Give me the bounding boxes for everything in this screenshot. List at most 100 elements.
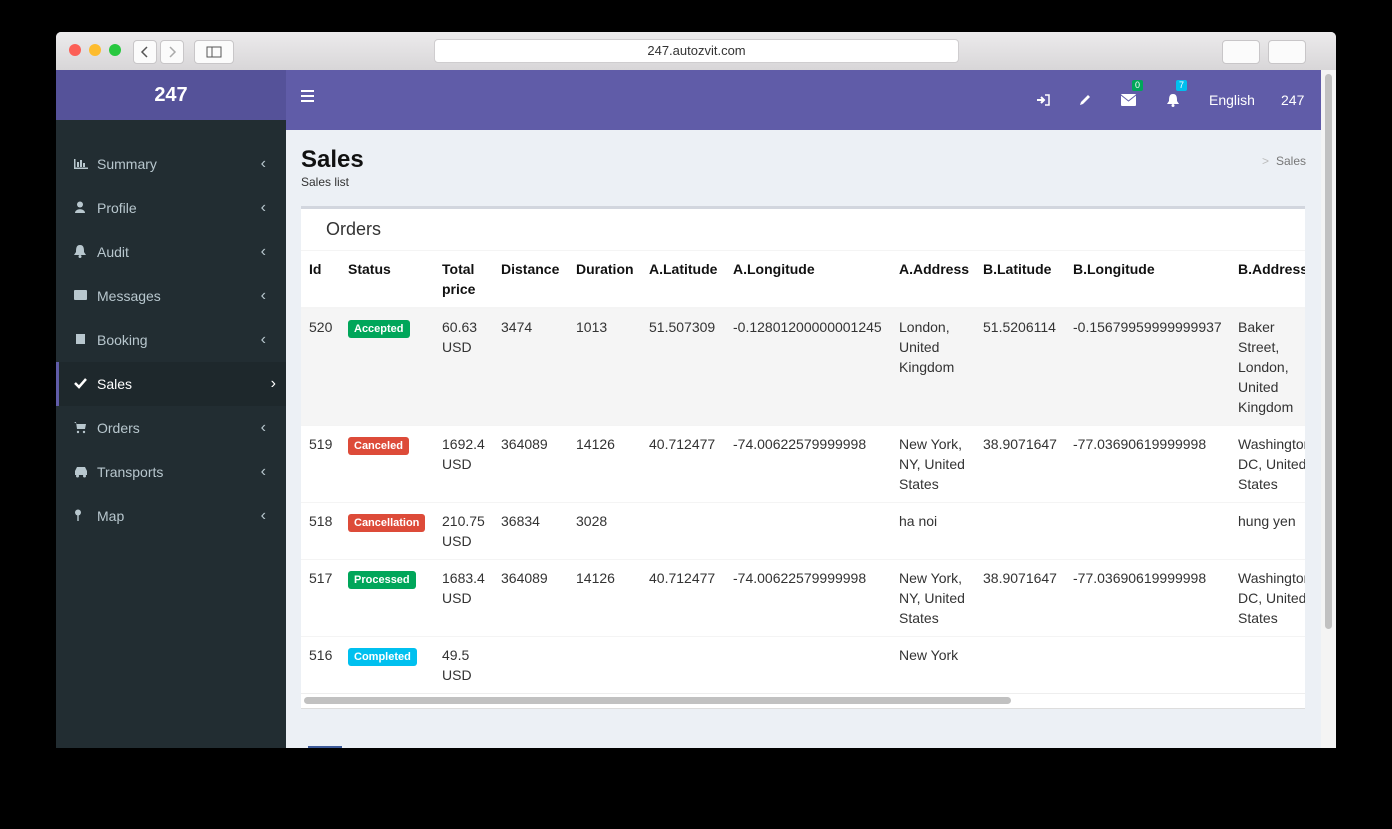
menu-item[interactable]: Transports ‹ [56,450,286,494]
empty-cell [1065,502,1230,560]
language-menu[interactable]: English [1209,92,1255,108]
menu-label: Summary [97,156,157,172]
menu-label: Audit [97,244,129,260]
cell: -77.03690619999998 [1065,425,1230,503]
menu-chevron: ‹ [260,287,266,304]
header-row: Id Status Total price Distance Duration A.Lat… [301,251,1305,309]
menu-label: Sales [97,376,133,392]
cell: 1692.4 USD [434,425,493,503]
cell: 51.507309 [641,307,725,426]
page-subtitle: Sales list [301,175,350,189]
menu-icon [74,290,87,300]
breadcrumb[interactable]: Sales [1276,154,1307,168]
menu-label: Profile [97,200,137,216]
column-header: A.Longitude [725,251,891,309]
cell: 38.9071647 [975,559,1065,637]
cell: -77.03690619999998 [1065,559,1230,637]
mail-icon[interactable] [1121,94,1136,106]
cell: 38.9071647 [975,425,1065,503]
zoom-button[interactable] [109,44,121,56]
menu-item[interactable]: Audit ‹ [56,230,286,274]
back-button[interactable] [133,40,157,64]
menu-chevron: › [270,375,276,392]
menu-chevron: ‹ [260,199,266,216]
mail-badge: 0 [1132,80,1144,91]
forward-icon [169,46,177,58]
order-row[interactable]: 517 Processed 1683.4 USD 364089 14126 40.7124… [301,559,1305,637]
order-row[interactable]: 518 Cancellation 210.75 USD 36834 3028 ha noi… [301,502,1305,560]
menu-label: Map [97,508,125,524]
empty-cell [493,636,568,693]
edit-icon[interactable] [1078,93,1092,107]
status-badge: Completed [348,648,417,666]
back-icon [140,46,148,58]
minimize-button[interactable] [89,44,101,56]
pagination[interactable] [308,746,342,748]
cell: 1013 [568,307,641,426]
empty-cell [641,502,725,560]
forward-button[interactable] [160,40,184,64]
menu-chevron: ‹ [260,331,266,348]
brand[interactable]: 247 [56,70,286,120]
user-menu[interactable]: 247 [1281,92,1305,108]
menu-chevron: ‹ [260,155,266,172]
cell: 364089 [493,559,568,637]
cell: Washington, DC, United States [1230,559,1305,637]
menu-label: Transports [97,464,164,480]
menu-icon [74,422,86,434]
sidebar-icon [206,46,222,58]
vertical-scrollbar[interactable] [1321,70,1336,748]
menu-item[interactable]: Summary ‹ [56,142,286,186]
tabs-button[interactable] [1268,40,1306,64]
address-bar[interactable]: 247.autozvit.com [434,39,959,63]
menu-item[interactable]: Orders ‹ [56,406,286,450]
orders-table: Id Status Total price Distance Duration A.Lat… [301,251,1305,693]
notification-icon[interactable] [1166,93,1180,107]
order-row[interactable]: 516 Completed 49.5 USD New York [301,636,1305,693]
page-title: Sales [301,146,364,173]
order-row[interactable]: 519 Canceled 1692.4 USD 364089 14126 40.71247… [301,425,1305,503]
top-bar: 0 7 English 247 [286,70,1321,130]
sidebar-button[interactable] [194,40,234,64]
cell: hung yen [1230,502,1305,560]
order-row[interactable]: 520 Accepted 60.63 USD 3474 1013 51.507309 -0.… [301,307,1305,426]
cell: Baker Street, London, United Kingdom [1230,307,1305,426]
cell: 518 [301,502,340,560]
column-header: Status [340,251,434,309]
menu-item[interactable]: Messages ‹ [56,274,286,318]
cell: ha noi [891,502,975,560]
empty-cell [975,502,1065,560]
column-header: A.Address [891,251,975,309]
sign-in-icon[interactable] [1036,94,1050,106]
close-button[interactable] [69,44,81,56]
menu-chevron: ‹ [260,419,266,436]
cell: 49.5 USD [434,636,493,693]
content: Sales Sales list > Sales Orders Id Status… [286,130,1321,748]
horizontal-scrollbar[interactable] [301,693,1305,709]
cell: 40.712477 [641,425,725,503]
cell: 14126 [568,425,641,503]
share-button[interactable] [1222,40,1260,64]
empty-cell [1065,636,1230,693]
breadcrumb-separator: > [1262,154,1270,168]
orders-box: Orders Id Status Total price Distance Durati… [301,206,1305,709]
cell: 36834 [493,502,568,560]
cell: London, United Kingdom [891,307,975,426]
menu-item[interactable]: Map ‹ [56,494,286,538]
menu-item[interactable]: Booking ‹ [56,318,286,362]
scroll-thumb[interactable] [1325,74,1332,629]
menu-chevron: ‹ [260,243,266,260]
cell: 1683.4 USD [434,559,493,637]
menu-toggle[interactable] [301,90,315,102]
cell: New York [891,636,975,693]
empty-cell [725,502,891,560]
menu-item[interactable]: Sales › [56,362,286,406]
title-bar: 247.autozvit.com [56,32,1336,71]
menu-item[interactable]: Profile ‹ [56,186,286,230]
cell: 51.5206114 [975,307,1065,426]
empty-cell [1230,636,1305,693]
status-badge: Cancellation [348,514,426,532]
empty-cell [975,636,1065,693]
scroll-thumb[interactable] [304,697,1011,704]
box-title: Orders [301,209,1305,251]
